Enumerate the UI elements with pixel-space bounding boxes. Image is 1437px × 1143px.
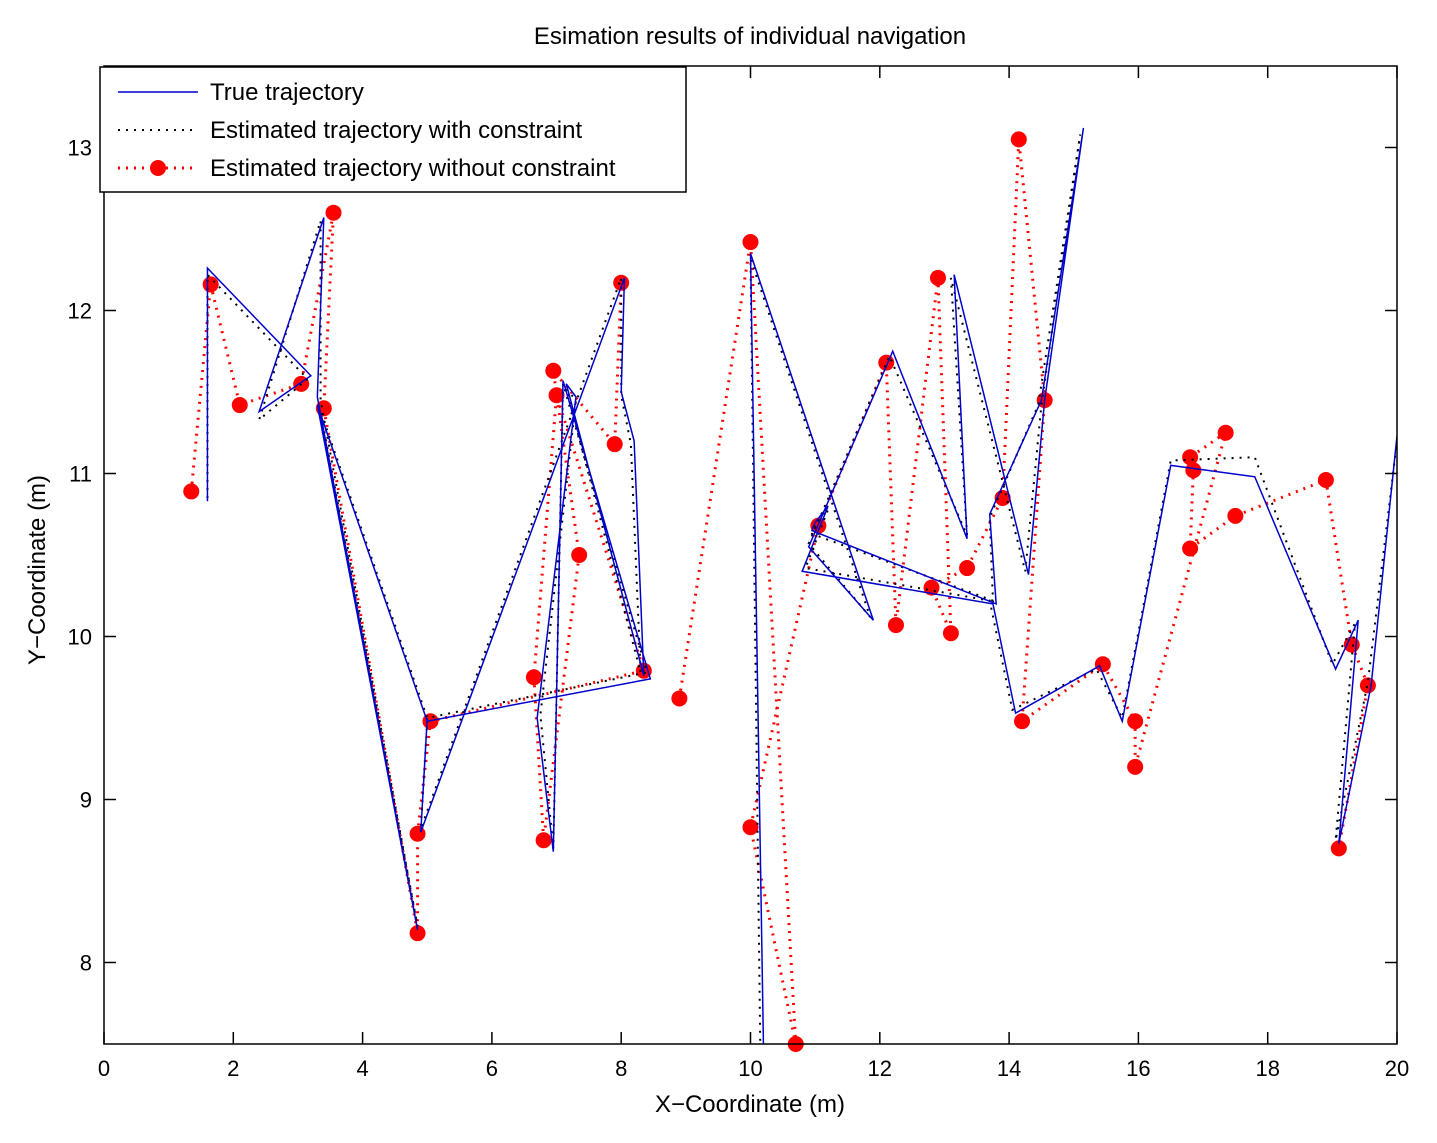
data-point-unconstrained (325, 204, 342, 221)
data-point-unconstrained (1330, 840, 1347, 857)
data-point-unconstrained (1317, 472, 1334, 489)
data-point-unconstrained (409, 925, 426, 942)
y-tick-label: 10 (68, 625, 92, 650)
data-point-unconstrained (1094, 656, 1111, 673)
legend-label: True trajectory (210, 79, 364, 106)
y-tick-label: 8 (80, 951, 92, 976)
x-tick-label: 20 (1385, 1056, 1409, 1081)
x-tick-label: 16 (1126, 1056, 1150, 1081)
data-point-unconstrained (535, 832, 552, 849)
data-point-unconstrained (878, 354, 895, 371)
y-tick-label: 11 (69, 462, 92, 487)
data-point-unconstrained (742, 234, 759, 251)
data-point-unconstrained (887, 617, 904, 634)
x-tick-label: 18 (1255, 1056, 1279, 1081)
y-tick-label: 12 (68, 299, 92, 324)
data-point-unconstrained (1014, 713, 1031, 730)
data-point-unconstrained (1127, 713, 1144, 730)
data-point-unconstrained (1182, 449, 1199, 466)
data-point-unconstrained (929, 269, 946, 286)
legend-marker-unconstrained (150, 160, 166, 176)
data-point-unconstrained (571, 547, 588, 563)
data-point-unconstrained (959, 560, 976, 577)
y-axis-label: Y−Coordinate (m) (24, 475, 51, 665)
data-point-unconstrained (183, 483, 200, 500)
data-point-unconstrained (548, 387, 565, 404)
legend-label: Estimated trajectory with constraint (210, 117, 582, 144)
data-point-unconstrained (671, 690, 688, 707)
data-point-unconstrained (202, 276, 219, 293)
legend-label: Estimated trajectory without constraint (210, 155, 616, 182)
series-line-true (206, 217, 652, 931)
x-tick-label: 14 (997, 1056, 1021, 1081)
legend: True trajectory Estimated trajectory with… (99, 66, 687, 193)
data-point-unconstrained (1127, 758, 1144, 775)
data-point-unconstrained (409, 825, 426, 842)
data-point-unconstrained (1217, 424, 1234, 441)
data-layer (183, 127, 1397, 1052)
x-tick-label: 0 (98, 1056, 110, 1081)
data-point-unconstrained (1185, 462, 1202, 479)
plot-layer: 0 2 4 6 8 10 12 14 16 18 20 8 9 10 11 12 13 (68, 65, 1409, 1081)
y-tick-label: 13 (68, 136, 92, 161)
data-point-unconstrained (1227, 507, 1244, 524)
data-point-unconstrained (942, 625, 959, 642)
x-tick-label: 6 (486, 1056, 498, 1081)
data-point-unconstrained (742, 819, 759, 836)
x-tick-label: 8 (615, 1056, 627, 1081)
data-point-unconstrained (1182, 540, 1199, 557)
data-point-unconstrained (613, 274, 630, 291)
x-tick-label: 12 (868, 1056, 892, 1081)
chart-title: Esimation results of individual navigati… (534, 23, 966, 50)
plot-background (104, 66, 1397, 1044)
x-tick-label: 2 (227, 1056, 239, 1081)
legend-box (99, 66, 687, 193)
x-tick-label: 4 (356, 1056, 368, 1081)
x-tick-label: 10 (738, 1056, 762, 1081)
data-point-unconstrained (606, 436, 623, 453)
series-line-true (749, 127, 1397, 1045)
data-point-unconstrained (231, 397, 248, 414)
data-point-unconstrained (1010, 131, 1027, 148)
x-axis-label: X−Coordinate (m) (655, 1091, 845, 1118)
data-point-unconstrained (525, 669, 542, 686)
y-tick-label: 9 (80, 788, 92, 813)
data-point-unconstrained (545, 362, 562, 379)
